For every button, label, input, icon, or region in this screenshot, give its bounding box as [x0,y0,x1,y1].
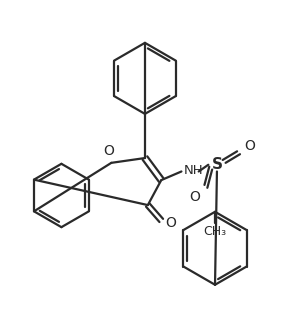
Text: S: S [212,157,222,172]
Text: O: O [244,139,255,153]
Text: NH: NH [183,164,203,177]
Text: O: O [103,144,114,158]
Text: O: O [165,216,176,230]
Text: O: O [189,190,200,204]
Text: CH₃: CH₃ [203,225,226,238]
